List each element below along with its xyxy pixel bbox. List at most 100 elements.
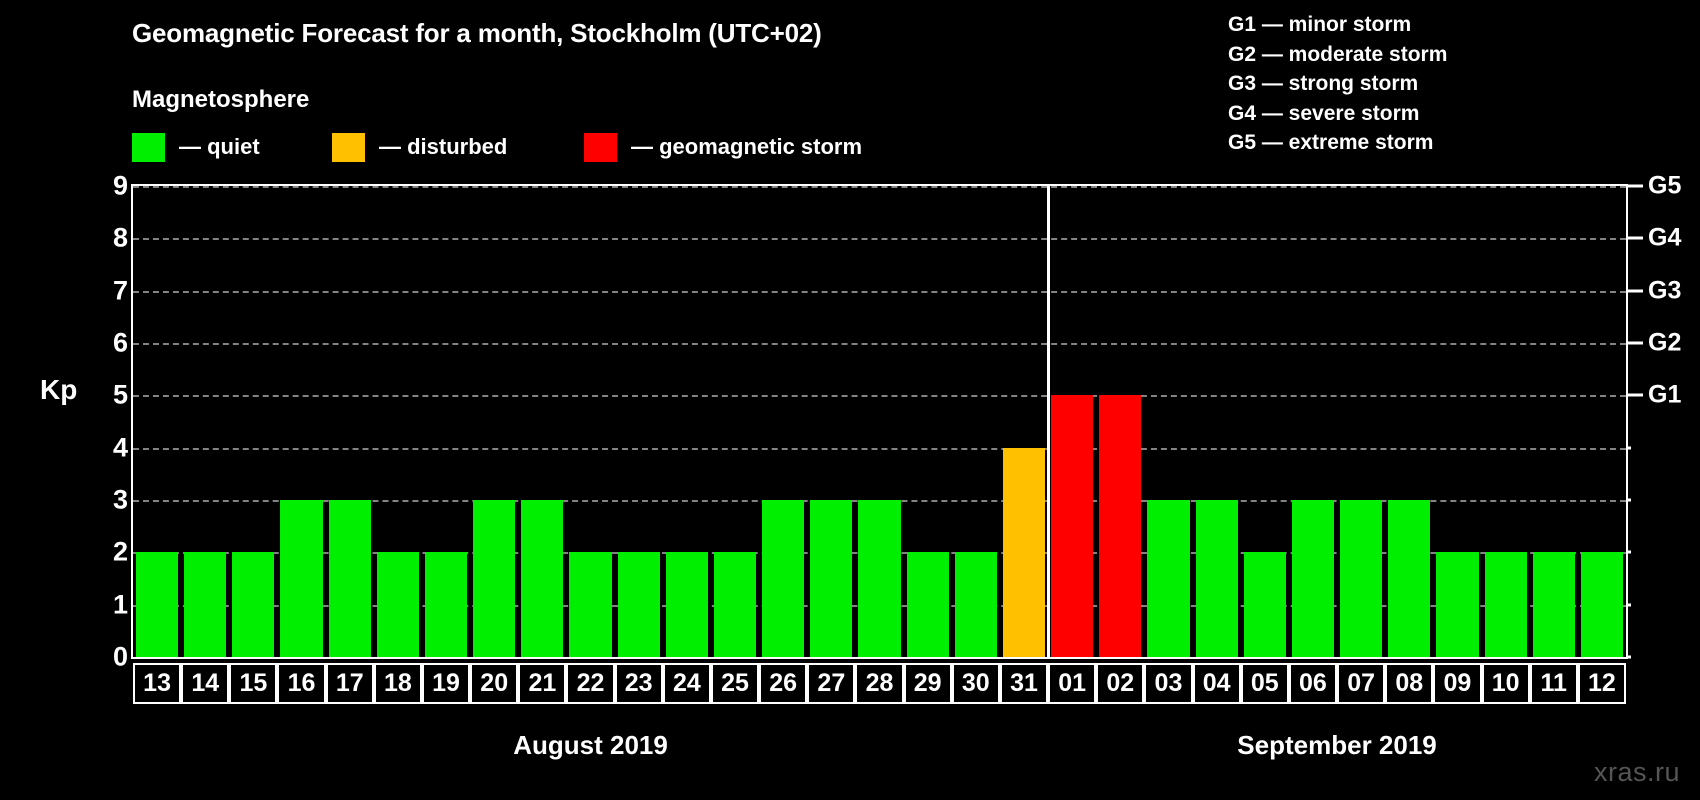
day-label-september-04[interactable]: 04	[1192, 663, 1241, 704]
day-label-august-14[interactable]: 14	[181, 663, 230, 704]
day-label-text: 26	[769, 669, 798, 697]
bar-august-20[interactable]	[473, 500, 516, 657]
day-label-text: 15	[239, 669, 268, 697]
legend-item-geomagnetic-storm: — geomagnetic storm	[584, 132, 862, 162]
bar-august-16[interactable]	[280, 500, 323, 657]
day-label-text: 29	[913, 669, 942, 697]
day-label-september-05[interactable]: 05	[1240, 663, 1289, 704]
bar-august-19[interactable]	[424, 552, 468, 657]
bar-august-23[interactable]	[617, 552, 660, 657]
watermark: xras.ru	[1593, 757, 1680, 787]
bar-september-02[interactable]	[1099, 395, 1142, 657]
gridline-kp-7	[133, 290, 1626, 293]
g-tick-mark-g3	[1629, 289, 1643, 293]
bar-august-24[interactable]	[665, 552, 708, 657]
bar-september-03[interactable]	[1147, 500, 1190, 657]
bar-august-21[interactable]	[521, 500, 564, 657]
day-label-text: 24	[672, 669, 701, 697]
gridline-kp-4	[133, 447, 1626, 450]
bar-august-25[interactable]	[713, 552, 757, 657]
day-label-august-21[interactable]: 21	[518, 663, 567, 704]
day-label-text: 12	[1588, 669, 1616, 697]
bar-august-15[interactable]	[232, 552, 275, 657]
bar-september-05[interactable]	[1243, 552, 1286, 657]
g-scale-row-4: G4 — severe storm	[1228, 101, 1420, 125]
bar-august-17[interactable]	[328, 500, 371, 657]
day-label-august-18[interactable]: 18	[373, 663, 422, 704]
bar-september-01[interactable]	[1051, 395, 1094, 657]
bar-september-06[interactable]	[1291, 500, 1335, 657]
day-label-august-30[interactable]: 30	[951, 663, 1000, 704]
bar-august-22[interactable]	[569, 552, 612, 657]
y-tick-label-5: 5	[112, 379, 128, 410]
bar-august-26[interactable]	[762, 500, 805, 657]
bar-august-31[interactable]	[1002, 447, 1046, 657]
day-label-august-15[interactable]: 15	[229, 663, 278, 704]
day-label-text: 17	[335, 669, 364, 697]
bar-september-04[interactable]	[1195, 500, 1238, 657]
day-label-september-11[interactable]: 11	[1529, 663, 1578, 704]
bar-august-14[interactable]	[184, 552, 227, 657]
day-label-september-12[interactable]: 12	[1577, 663, 1626, 704]
day-label-text: 06	[1299, 669, 1327, 697]
bar-september-10[interactable]	[1484, 552, 1527, 657]
g-tick-label-g3: G3	[1648, 276, 1682, 305]
day-label-august-19[interactable]: 19	[421, 663, 471, 704]
g-scale-legend: G1 — minor storm G2 — moderate storm G3 — …	[1228, 10, 1447, 158]
bar-september-09[interactable]	[1436, 552, 1479, 657]
bar-august-30[interactable]	[954, 552, 997, 657]
y-tick-label-1: 1	[112, 589, 128, 620]
bar-august-28[interactable]	[858, 500, 901, 657]
day-label-september-09[interactable]: 09	[1433, 663, 1482, 704]
day-label-august-29[interactable]: 29	[903, 663, 952, 704]
day-label-august-13[interactable]: 13	[133, 663, 182, 704]
g-tick-label-g2: G2	[1648, 328, 1682, 357]
day-label-text: 05	[1250, 669, 1279, 697]
month-caption-august: August 2019	[513, 730, 668, 760]
bar-august-27[interactable]	[810, 500, 853, 657]
bar-august-18[interactable]	[376, 552, 419, 657]
g-tick-label-g5: G5	[1648, 171, 1682, 200]
g-tick-label-g1: G1	[1648, 380, 1682, 409]
day-label-august-20[interactable]: 20	[470, 663, 519, 704]
day-label-september-10[interactable]: 10	[1481, 663, 1530, 704]
day-label-text: 22	[576, 669, 605, 697]
day-label-august-25[interactable]: 25	[710, 663, 760, 704]
day-label-september-01[interactable]: 01	[1048, 663, 1097, 704]
bar-september-11[interactable]	[1532, 552, 1575, 657]
g-tick-mark-g4	[1629, 236, 1643, 240]
y-tick-label-0: 0	[112, 641, 128, 672]
day-label-text: 31	[1010, 669, 1038, 697]
day-label-august-17[interactable]: 17	[325, 663, 374, 704]
g-scale-row-2: G2 — moderate storm	[1228, 42, 1448, 66]
day-label-text: 11	[1540, 669, 1567, 697]
g-scale-row-3: G3 — strong storm	[1228, 72, 1419, 95]
day-label-september-06[interactable]: 06	[1288, 663, 1338, 704]
bar-september-12[interactable]	[1580, 552, 1623, 657]
day-label-august-23[interactable]: 23	[614, 663, 663, 704]
day-label-text: 21	[528, 669, 557, 697]
day-label-text: 19	[432, 669, 460, 697]
day-label-august-16[interactable]: 16	[277, 663, 326, 704]
gridline-kp-6	[133, 343, 1626, 345]
day-label-august-31[interactable]: 31	[999, 663, 1049, 704]
bar-september-08[interactable]	[1388, 500, 1431, 657]
y-tick-label-6: 6	[112, 327, 128, 358]
day-label-august-28[interactable]: 28	[855, 663, 904, 704]
legend-label: — disturbed	[379, 134, 508, 159]
day-label-august-22[interactable]: 22	[566, 663, 615, 704]
bar-august-29[interactable]	[906, 552, 949, 657]
day-label-august-26[interactable]: 26	[759, 663, 808, 704]
bar-august-13[interactable]	[136, 552, 179, 657]
bar-september-07[interactable]	[1340, 500, 1383, 657]
day-label-september-03[interactable]: 03	[1144, 663, 1193, 704]
day-label-september-07[interactable]: 07	[1337, 663, 1386, 704]
day-label-text: 04	[1202, 669, 1231, 697]
day-label-text: 20	[480, 669, 509, 697]
day-label-september-02[interactable]: 02	[1096, 663, 1145, 704]
gridline-kp-5	[133, 395, 1626, 398]
day-label-august-27[interactable]: 27	[807, 663, 856, 704]
day-label-september-08[interactable]: 08	[1385, 663, 1434, 704]
day-label-august-24[interactable]: 24	[662, 663, 711, 704]
